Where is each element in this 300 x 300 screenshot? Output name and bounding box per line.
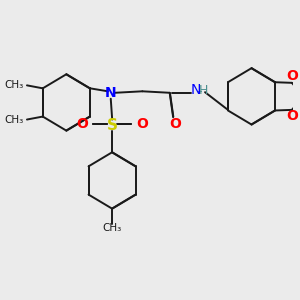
Text: H: H — [199, 84, 208, 97]
Text: O: O — [286, 69, 298, 83]
Text: O: O — [286, 110, 298, 123]
Text: N: N — [105, 86, 117, 100]
Text: CH₃: CH₃ — [5, 80, 24, 90]
Text: CH₃: CH₃ — [103, 223, 122, 233]
Text: O: O — [76, 117, 88, 131]
Text: CH₃: CH₃ — [5, 115, 24, 125]
Text: O: O — [136, 117, 148, 131]
Text: O: O — [169, 117, 181, 131]
Text: S: S — [107, 118, 118, 133]
Text: N: N — [190, 83, 201, 98]
